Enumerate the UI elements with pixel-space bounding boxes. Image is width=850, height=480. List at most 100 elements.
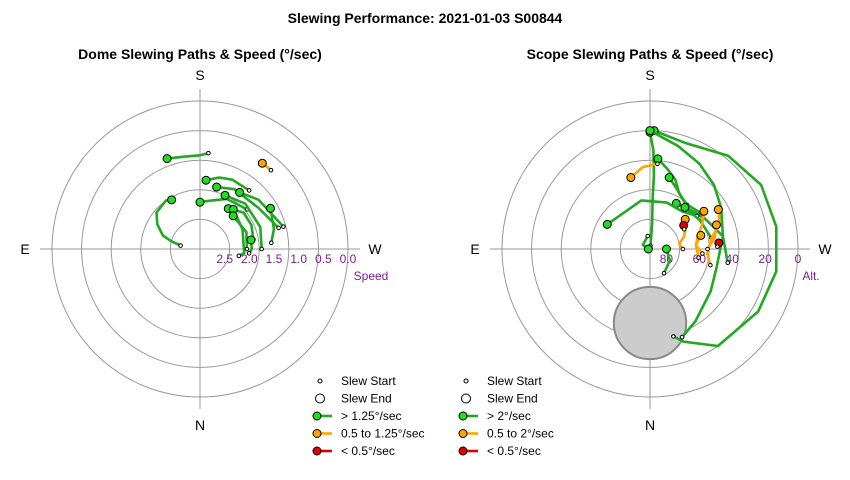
scope-slew-end-point [696, 255, 701, 260]
dome-slew-start-point [167, 195, 177, 205]
dome-slew-end-point [178, 243, 183, 248]
scope-slew-end-point [705, 246, 710, 252]
scope-slew-path [648, 129, 725, 339]
scope-slew-start-point [713, 205, 723, 215]
scope-legend-marker-slow [458, 446, 468, 456]
dome-legend-label-medium: 0.5 to 1.25°/sec [341, 427, 425, 441]
scope-slew-start-point [696, 230, 706, 240]
scope-radial-axis-label: Alt. [802, 269, 819, 283]
scope-slew-end-point [715, 244, 720, 249]
dome-polar-grid [40, 89, 360, 409]
dome-legend-start-marker [317, 378, 323, 384]
dome-polar-plot: Dome Slewing Paths & Speed (°/sec) S N E… [20, 46, 424, 458]
scope-legend-marker-fast [458, 411, 468, 421]
scope-slew-path [629, 162, 659, 179]
dome-plot-title: Dome Slewing Paths & Speed (°/sec) [78, 46, 322, 62]
dome-slew-path [269, 207, 276, 245]
dome-slew-path [232, 208, 246, 258]
dome-slew-path [198, 197, 249, 211]
dome-radial-tick: 2.5 [216, 252, 233, 266]
dome-slew-start-point [212, 182, 222, 192]
scope-slew-start-point [645, 126, 655, 136]
dome-radial-tick: 0.5 [315, 252, 332, 266]
scope-slew-paths [602, 126, 778, 348]
scope-legend-label-end: Slew End [487, 392, 538, 406]
scope-plot-title: Scope Slewing Paths & Speed (°/sec) [527, 46, 774, 62]
dome-legend-label-fast: > 1.25°/sec [341, 409, 402, 423]
scope-slew-start-point [602, 219, 612, 229]
dome-legend-end-marker [315, 393, 325, 404]
dome-slew-path [204, 176, 251, 192]
dome-legend-marker-medium [312, 429, 322, 438]
scope-slew-end-point [679, 334, 685, 340]
dome-slew-end-point [259, 246, 264, 252]
scope-slew-end-point [655, 161, 660, 167]
dome-slew-start-point [195, 197, 205, 207]
scope-slew-start-point [664, 173, 674, 183]
dome-compass-top: S [195, 67, 204, 83]
dome-slew-start-point [201, 175, 211, 185]
dome-slew-start-point [228, 211, 238, 221]
scope-polar-plot: Scope Slewing Paths & Speed (°/sec) S N … [458, 46, 832, 458]
scope-radial-ticks: 806040200 [660, 252, 802, 266]
scope-slew-end-point [661, 270, 667, 276]
scope-slew-end-point [708, 262, 713, 268]
dome-slew-start-point [257, 158, 267, 168]
dome-slew-end-point [236, 253, 242, 259]
dome-legend-label-end: Slew End [341, 392, 392, 406]
dome-slew-path [215, 185, 280, 230]
dome-slew-end-point [246, 188, 252, 193]
dome-radial-tick: 1.5 [266, 252, 283, 266]
dome-slew-path [223, 194, 264, 251]
dome-slew-start-point [220, 190, 230, 200]
scope-legend-start-marker [463, 378, 469, 384]
dome-radial-tick: 1.0 [290, 252, 307, 266]
scope-slew-path [648, 130, 656, 247]
scope-compass-bottom: N [645, 417, 655, 433]
dome-slew-path [165, 151, 210, 160]
dome-legend-label-start: Slew Start [341, 374, 396, 388]
scope-slew-start-point [643, 244, 653, 254]
scope-slew-end-point [680, 246, 686, 252]
scope-legend-label-fast: > 2°/sec [487, 409, 531, 423]
scope-legend-marker-medium [458, 429, 468, 438]
scope-slew-start-point [661, 244, 671, 254]
dome-slew-end-point [268, 167, 274, 173]
dome-slew-end-point [268, 240, 274, 246]
scope-slew-end-point [725, 260, 731, 266]
dome-slew-paths [155, 150, 286, 259]
dome-slew-end-point [206, 150, 211, 156]
dome-slew-end-point [281, 224, 286, 229]
scope-legend-end-marker [461, 393, 471, 404]
scope-legend-label-medium: 0.5 to 2°/sec [487, 427, 554, 441]
scope-slew-start-point [711, 220, 721, 230]
scope-slew-end-point [700, 251, 705, 256]
scope-radial-tick: 0 [795, 252, 802, 266]
dome-slew-path [231, 214, 249, 251]
dome-legend-label-slow: < 0.5°/sec [341, 444, 395, 458]
dome-slew-start-point [162, 154, 172, 164]
dome-compass-bottom: N [195, 417, 205, 433]
dome-slew-start-point [246, 235, 256, 245]
scope-compass-right: W [818, 241, 832, 257]
scope-slew-path [667, 176, 703, 215]
dome-slew-end-point [244, 246, 250, 252]
scope-slew-end-point [645, 233, 651, 239]
scope-dome-obstruction [612, 285, 688, 361]
scope-radial-tick: 20 [758, 252, 772, 266]
scope-slew-path [652, 129, 778, 348]
dome-obstruction-disc [612, 285, 688, 361]
scope-slew-start-point [699, 206, 709, 216]
scope-slew-path [605, 199, 699, 226]
figure-title: Slewing Performance: 2021-01-03 S00844 [288, 10, 563, 26]
scope-legend-label-slow: < 0.5°/sec [487, 444, 541, 458]
dome-compass-left: E [20, 241, 29, 257]
scope-slew-path [683, 206, 713, 240]
dome-legend: Slew Start Slew End > 1.25°/sec 0.5 to 1.25… [312, 374, 425, 458]
dome-slew-path [155, 198, 182, 247]
dome-slew-start-point [235, 187, 245, 197]
dome-radial-axis-label: Speed [354, 269, 389, 283]
dome-compass-right: W [368, 241, 382, 257]
scope-slew-start-point [680, 202, 690, 212]
